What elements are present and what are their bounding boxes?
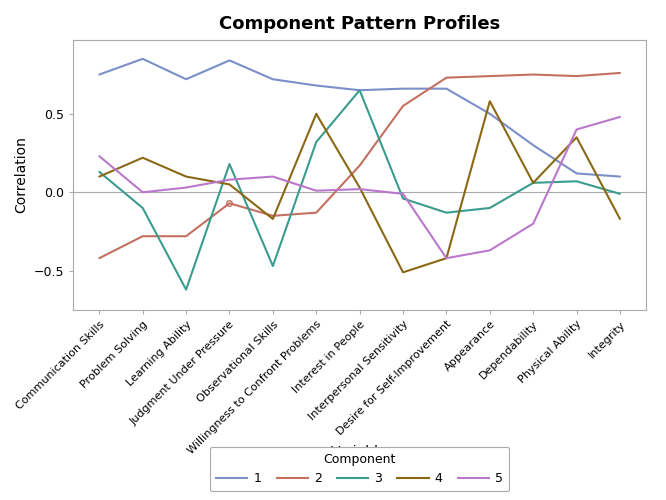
Text: Variable: Variable [332, 446, 388, 460]
Y-axis label: Correlation: Correlation [14, 136, 28, 214]
Title: Component Pattern Profiles: Component Pattern Profiles [219, 15, 500, 33]
Legend: 1, 2, 3, 4, 5: 1, 2, 3, 4, 5 [210, 446, 509, 491]
